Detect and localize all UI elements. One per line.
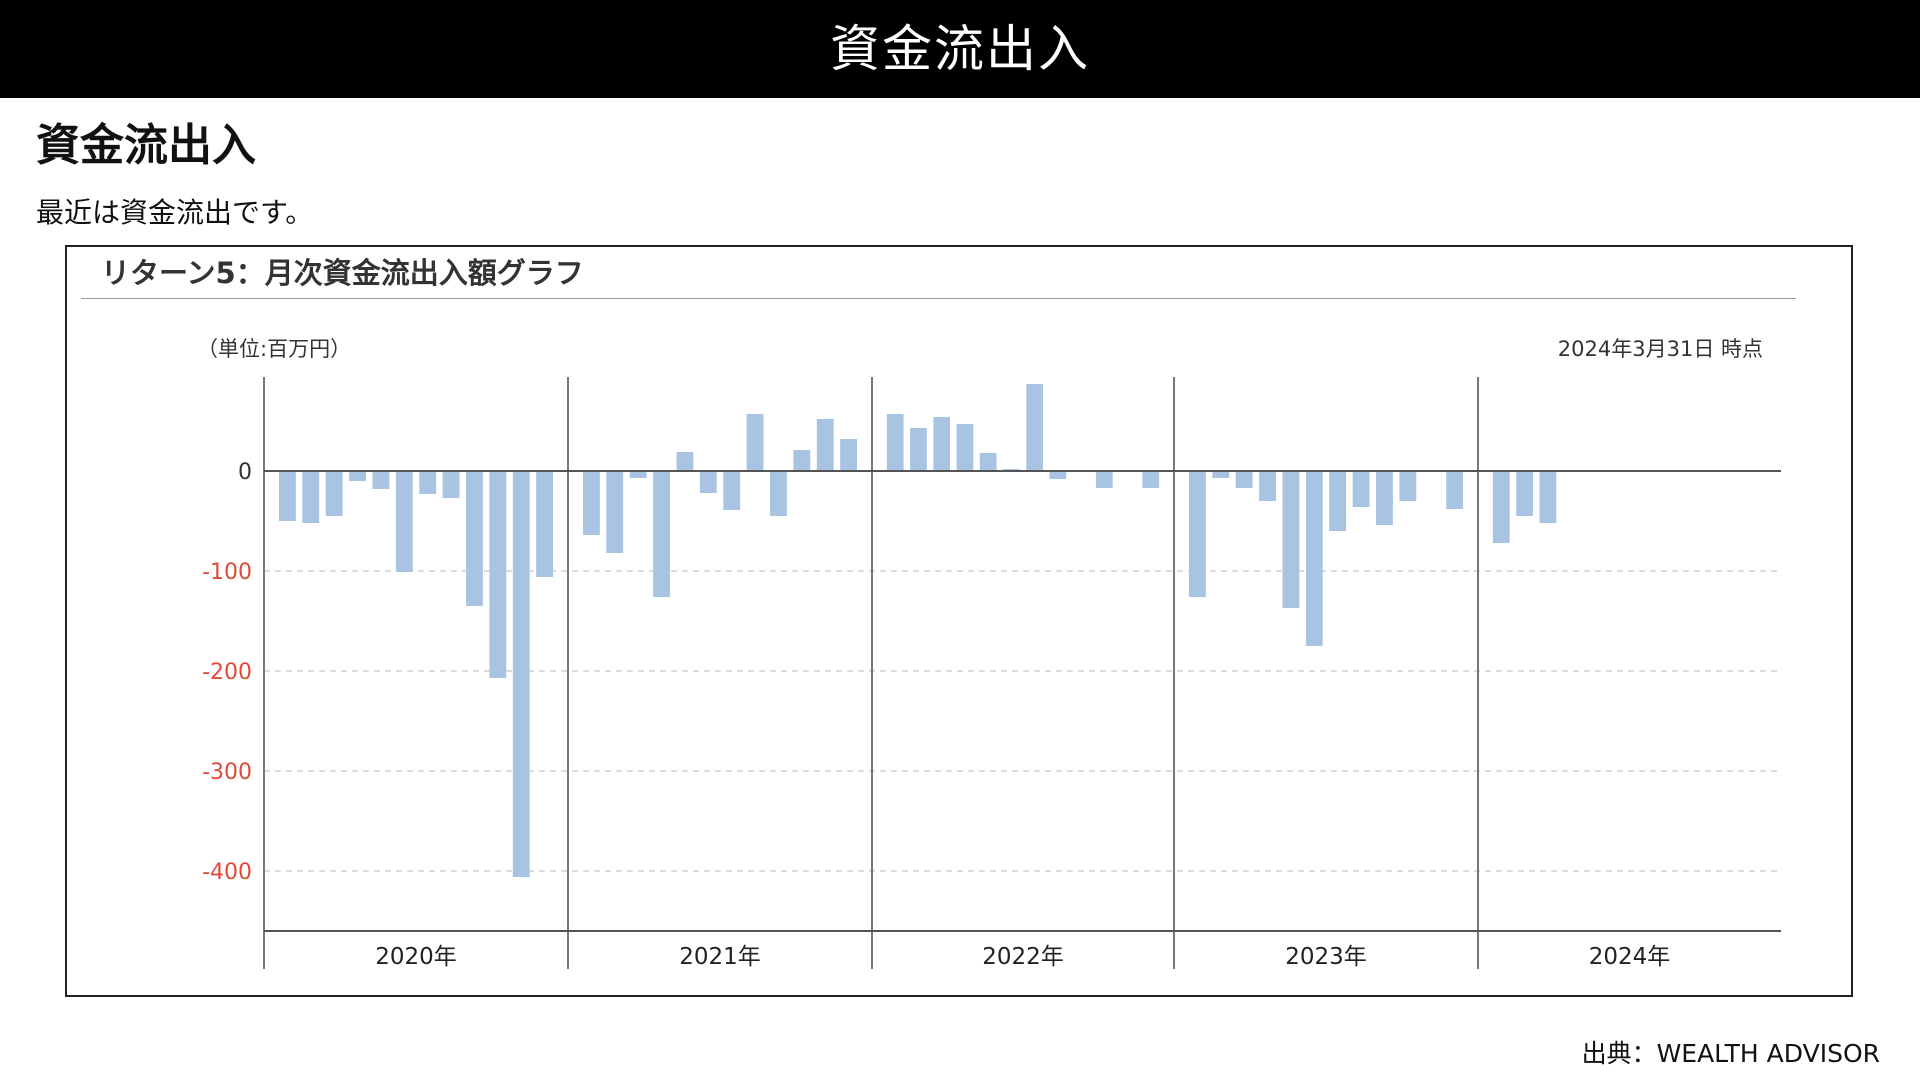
x-tick-label: 2021年	[679, 944, 761, 970]
bar	[1376, 471, 1393, 525]
bar	[770, 471, 787, 516]
bar	[1212, 471, 1230, 478]
bar	[1095, 471, 1113, 488]
x-tick-label: 2024年	[1589, 944, 1671, 970]
bar	[466, 471, 483, 606]
bar	[582, 471, 600, 535]
header-title: 資金流出入	[830, 20, 1090, 78]
bar	[933, 417, 951, 471]
bar	[1259, 471, 1276, 501]
bar	[956, 424, 974, 471]
bar	[793, 450, 811, 471]
bar	[1142, 471, 1160, 488]
bar	[629, 471, 647, 478]
bar	[1188, 471, 1206, 597]
bar	[372, 471, 390, 489]
x-tick-label: 2020年	[375, 944, 457, 970]
y-tick-label: 0	[238, 460, 252, 485]
bar	[816, 419, 834, 471]
bar	[676, 452, 694, 471]
bar	[699, 471, 717, 493]
bar	[442, 471, 460, 498]
header-bar: 資金流出入	[0, 0, 1920, 98]
bar	[840, 439, 858, 471]
y-tick-label: -100	[202, 560, 252, 585]
bar-chart: 0 -100 -200 -300 -400 2020年 2021年 2022年 2023年 202…	[202, 377, 1781, 970]
bar	[278, 471, 296, 521]
source-credit: 出典：WEALTH ADVISOR	[1581, 1039, 1880, 1068]
bar	[1516, 471, 1534, 516]
bar	[979, 453, 997, 471]
chart-panel: リターン5：月次資金流出入額グラフ （単位:百万円） 2024年3月31日 時点…	[65, 245, 1853, 997]
bar	[1446, 471, 1464, 509]
bar	[512, 471, 530, 877]
bar	[723, 471, 741, 510]
bar	[1492, 471, 1510, 543]
chart-title: リターン5：月次資金流出入額グラフ	[101, 256, 584, 290]
as-of-date: 2024年3月31日 時点	[1557, 337, 1763, 361]
bar	[489, 471, 507, 678]
bar	[1329, 471, 1347, 531]
bar	[302, 471, 320, 523]
unit-label: （単位:百万円）	[197, 337, 352, 361]
bar	[419, 471, 437, 494]
bar	[606, 471, 624, 553]
bar	[1235, 471, 1253, 488]
bar	[746, 414, 764, 471]
bar	[1282, 471, 1300, 608]
bar	[1026, 384, 1043, 471]
bar	[536, 471, 554, 577]
y-tick-label: -400	[202, 860, 252, 885]
x-tick-label: 2023年	[1285, 944, 1367, 970]
bar	[1049, 471, 1067, 479]
y-tick-label: -300	[202, 760, 252, 785]
section-description: 最近は資金流出です。	[36, 196, 314, 229]
bar	[1399, 471, 1417, 501]
bar	[910, 428, 927, 471]
bar	[1539, 471, 1557, 523]
bar	[653, 471, 670, 597]
bar	[1305, 471, 1323, 646]
bar	[349, 471, 366, 481]
x-tick-label: 2022年	[982, 944, 1064, 970]
section-heading: 資金流出入	[36, 120, 256, 171]
bar	[886, 414, 904, 471]
bar	[395, 471, 413, 572]
chart-title-divider	[81, 298, 1796, 299]
bar	[325, 471, 343, 516]
y-tick-label: -200	[202, 660, 252, 685]
bar	[1352, 471, 1370, 507]
